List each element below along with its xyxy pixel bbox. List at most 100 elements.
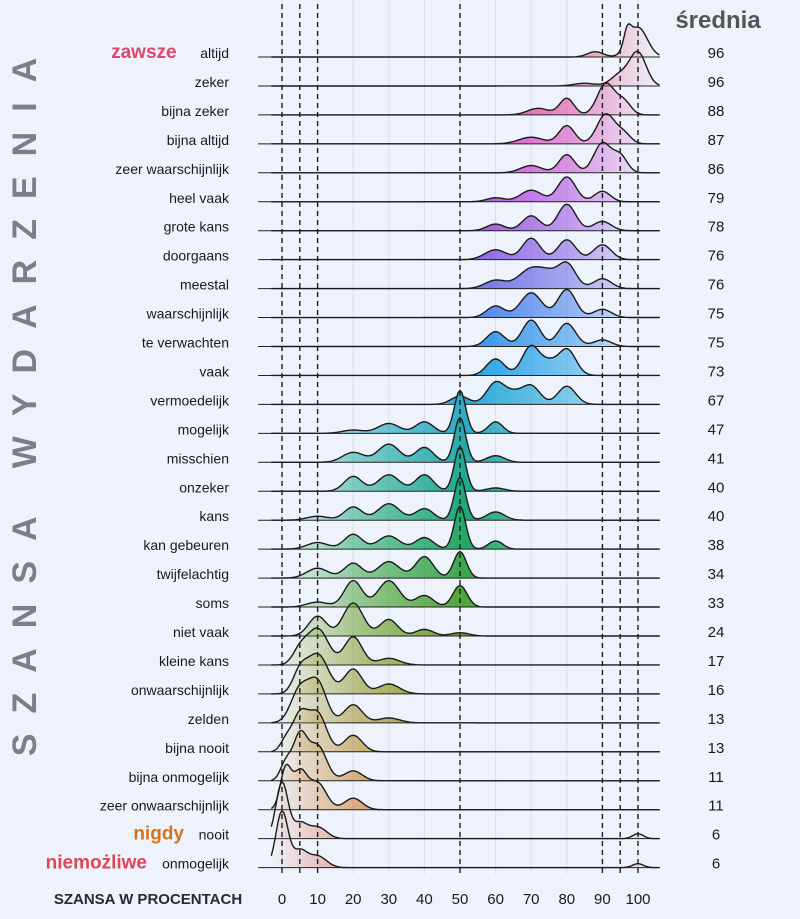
ridge-heel-vaak <box>258 176 660 203</box>
mean-value: 75 <box>708 306 725 323</box>
mean-value: 6 <box>712 827 720 844</box>
row-label: grote kans <box>164 219 229 235</box>
ridge-doorgaans <box>258 237 660 261</box>
x-tick-10: 10 <box>309 891 326 908</box>
ridge-fill <box>271 810 660 868</box>
mean-value: 11 <box>708 798 724 815</box>
ridge-outline <box>271 288 660 319</box>
mean-value: 38 <box>708 537 725 554</box>
ridge-grote-kans <box>258 203 660 232</box>
ridge-outline <box>271 505 660 550</box>
ridge-outline <box>271 707 660 753</box>
row-label: waarschijnlijk <box>146 306 230 322</box>
x-tick-90: 90 <box>594 891 611 908</box>
ridge-fill <box>271 603 660 636</box>
mean-value: 13 <box>708 711 725 728</box>
x-tick-30: 30 <box>380 891 397 908</box>
mean-value: 6 <box>712 856 720 873</box>
row-label: doorgaans <box>163 248 229 264</box>
row-label: niet vaak <box>173 624 230 640</box>
row-label: onwaarschijnlijk <box>131 682 230 698</box>
ridge-outline <box>271 176 660 203</box>
row-label: soms <box>196 595 229 611</box>
x-tick-80: 80 <box>558 891 575 908</box>
ridge-fill <box>271 446 660 492</box>
mean-value: 34 <box>708 566 725 583</box>
x-tick-50: 50 <box>452 891 469 908</box>
ridge-waarschijnlijk <box>258 288 660 319</box>
mean-value: 87 <box>708 132 725 149</box>
mean-value: 73 <box>708 363 725 380</box>
ridge-bijna-zeker <box>258 82 660 116</box>
annotation-nigdy: nigdy <box>133 824 184 845</box>
ridge-outline <box>270 809 660 869</box>
ridge-fill <box>271 580 660 608</box>
ridge-outline <box>270 780 660 840</box>
row-label: bijna onmogelijk <box>129 769 230 785</box>
ridge-zeker <box>258 50 660 87</box>
row-label: twijfelachtig <box>157 566 229 582</box>
annotation-zawsze: zawsze <box>111 42 176 63</box>
ridge-outline <box>271 82 660 116</box>
row-label: kleine kans <box>159 653 229 669</box>
mean-value: 96 <box>708 45 725 62</box>
row-label: zeer waarschijnlijk <box>115 161 230 177</box>
mean-values: 96 96 88 87 86 79 78 76 76 75 75 73 67 47 41 40 40 38 34 33… <box>708 45 725 873</box>
mean-value: 78 <box>708 219 725 236</box>
row-labels: altijd zeker bijna zeker bijna altijd zeer w… <box>100 45 230 872</box>
ridge-zeer-onwaarschijnlijk <box>258 763 660 811</box>
row-label: bijna nooit <box>165 740 229 756</box>
ridge-outline <box>271 319 660 348</box>
ridge-fill <box>271 238 660 260</box>
row-label: onzeker <box>179 479 229 495</box>
annotation-niemożliwe: niemożliwe <box>46 853 147 874</box>
ridge-bijna-onmogelijk <box>258 729 660 782</box>
mean-value: 16 <box>708 682 725 699</box>
row-label: altijd <box>200 45 229 61</box>
row-label: zelden <box>188 711 229 727</box>
row-label: meestal <box>180 277 229 293</box>
mean-value: 24 <box>708 624 725 641</box>
ridge-outline <box>271 22 660 58</box>
mean-value: 47 <box>708 421 725 438</box>
ridge-nooit <box>258 780 660 840</box>
ridge-outline <box>271 602 660 637</box>
row-label: heel vaak <box>169 190 230 206</box>
row-label: misschien <box>167 450 229 466</box>
mean-value: 88 <box>708 103 725 120</box>
mean-value: 17 <box>708 653 725 670</box>
ridge-outline <box>271 344 660 377</box>
row-label: zeker <box>195 74 230 90</box>
ridge-outline <box>271 550 660 579</box>
mean-value: 86 <box>708 161 725 178</box>
ridge-outline <box>271 676 660 724</box>
row-label: vaak <box>199 363 230 379</box>
row-label: bijna zeker <box>161 103 229 119</box>
mean-value: 13 <box>708 740 725 757</box>
ridge-outline <box>271 579 660 608</box>
y-axis-title: SZANSA WYDARZENIA <box>6 38 44 756</box>
ridge-outline <box>271 141 660 174</box>
x-tick-100: 100 <box>625 891 650 908</box>
row-label: te verwachten <box>142 335 229 351</box>
ridge-outline <box>271 416 660 463</box>
mean-value: 11 <box>708 769 724 786</box>
ridge-outline <box>271 203 660 232</box>
ridge-fill <box>271 506 660 550</box>
mean-value: 40 <box>708 508 725 525</box>
ridge-outline <box>271 445 660 492</box>
ridge-outline <box>271 389 660 434</box>
mean-header: średnia <box>675 7 761 34</box>
ridge-outline <box>271 261 660 290</box>
ridge-twijfelachtig <box>258 550 660 579</box>
annotations: zawsze nigdy niemożliwe <box>46 42 185 874</box>
mean-value: 79 <box>708 190 725 207</box>
mean-value: 96 <box>708 74 725 91</box>
ridge-fill <box>271 204 660 231</box>
row-label: zeer onwaarschijnlijk <box>100 798 230 814</box>
reference-lines <box>281 4 639 876</box>
ridge-outline <box>271 652 660 695</box>
ridge-outline <box>271 729 660 782</box>
ridge-fill <box>271 477 660 521</box>
